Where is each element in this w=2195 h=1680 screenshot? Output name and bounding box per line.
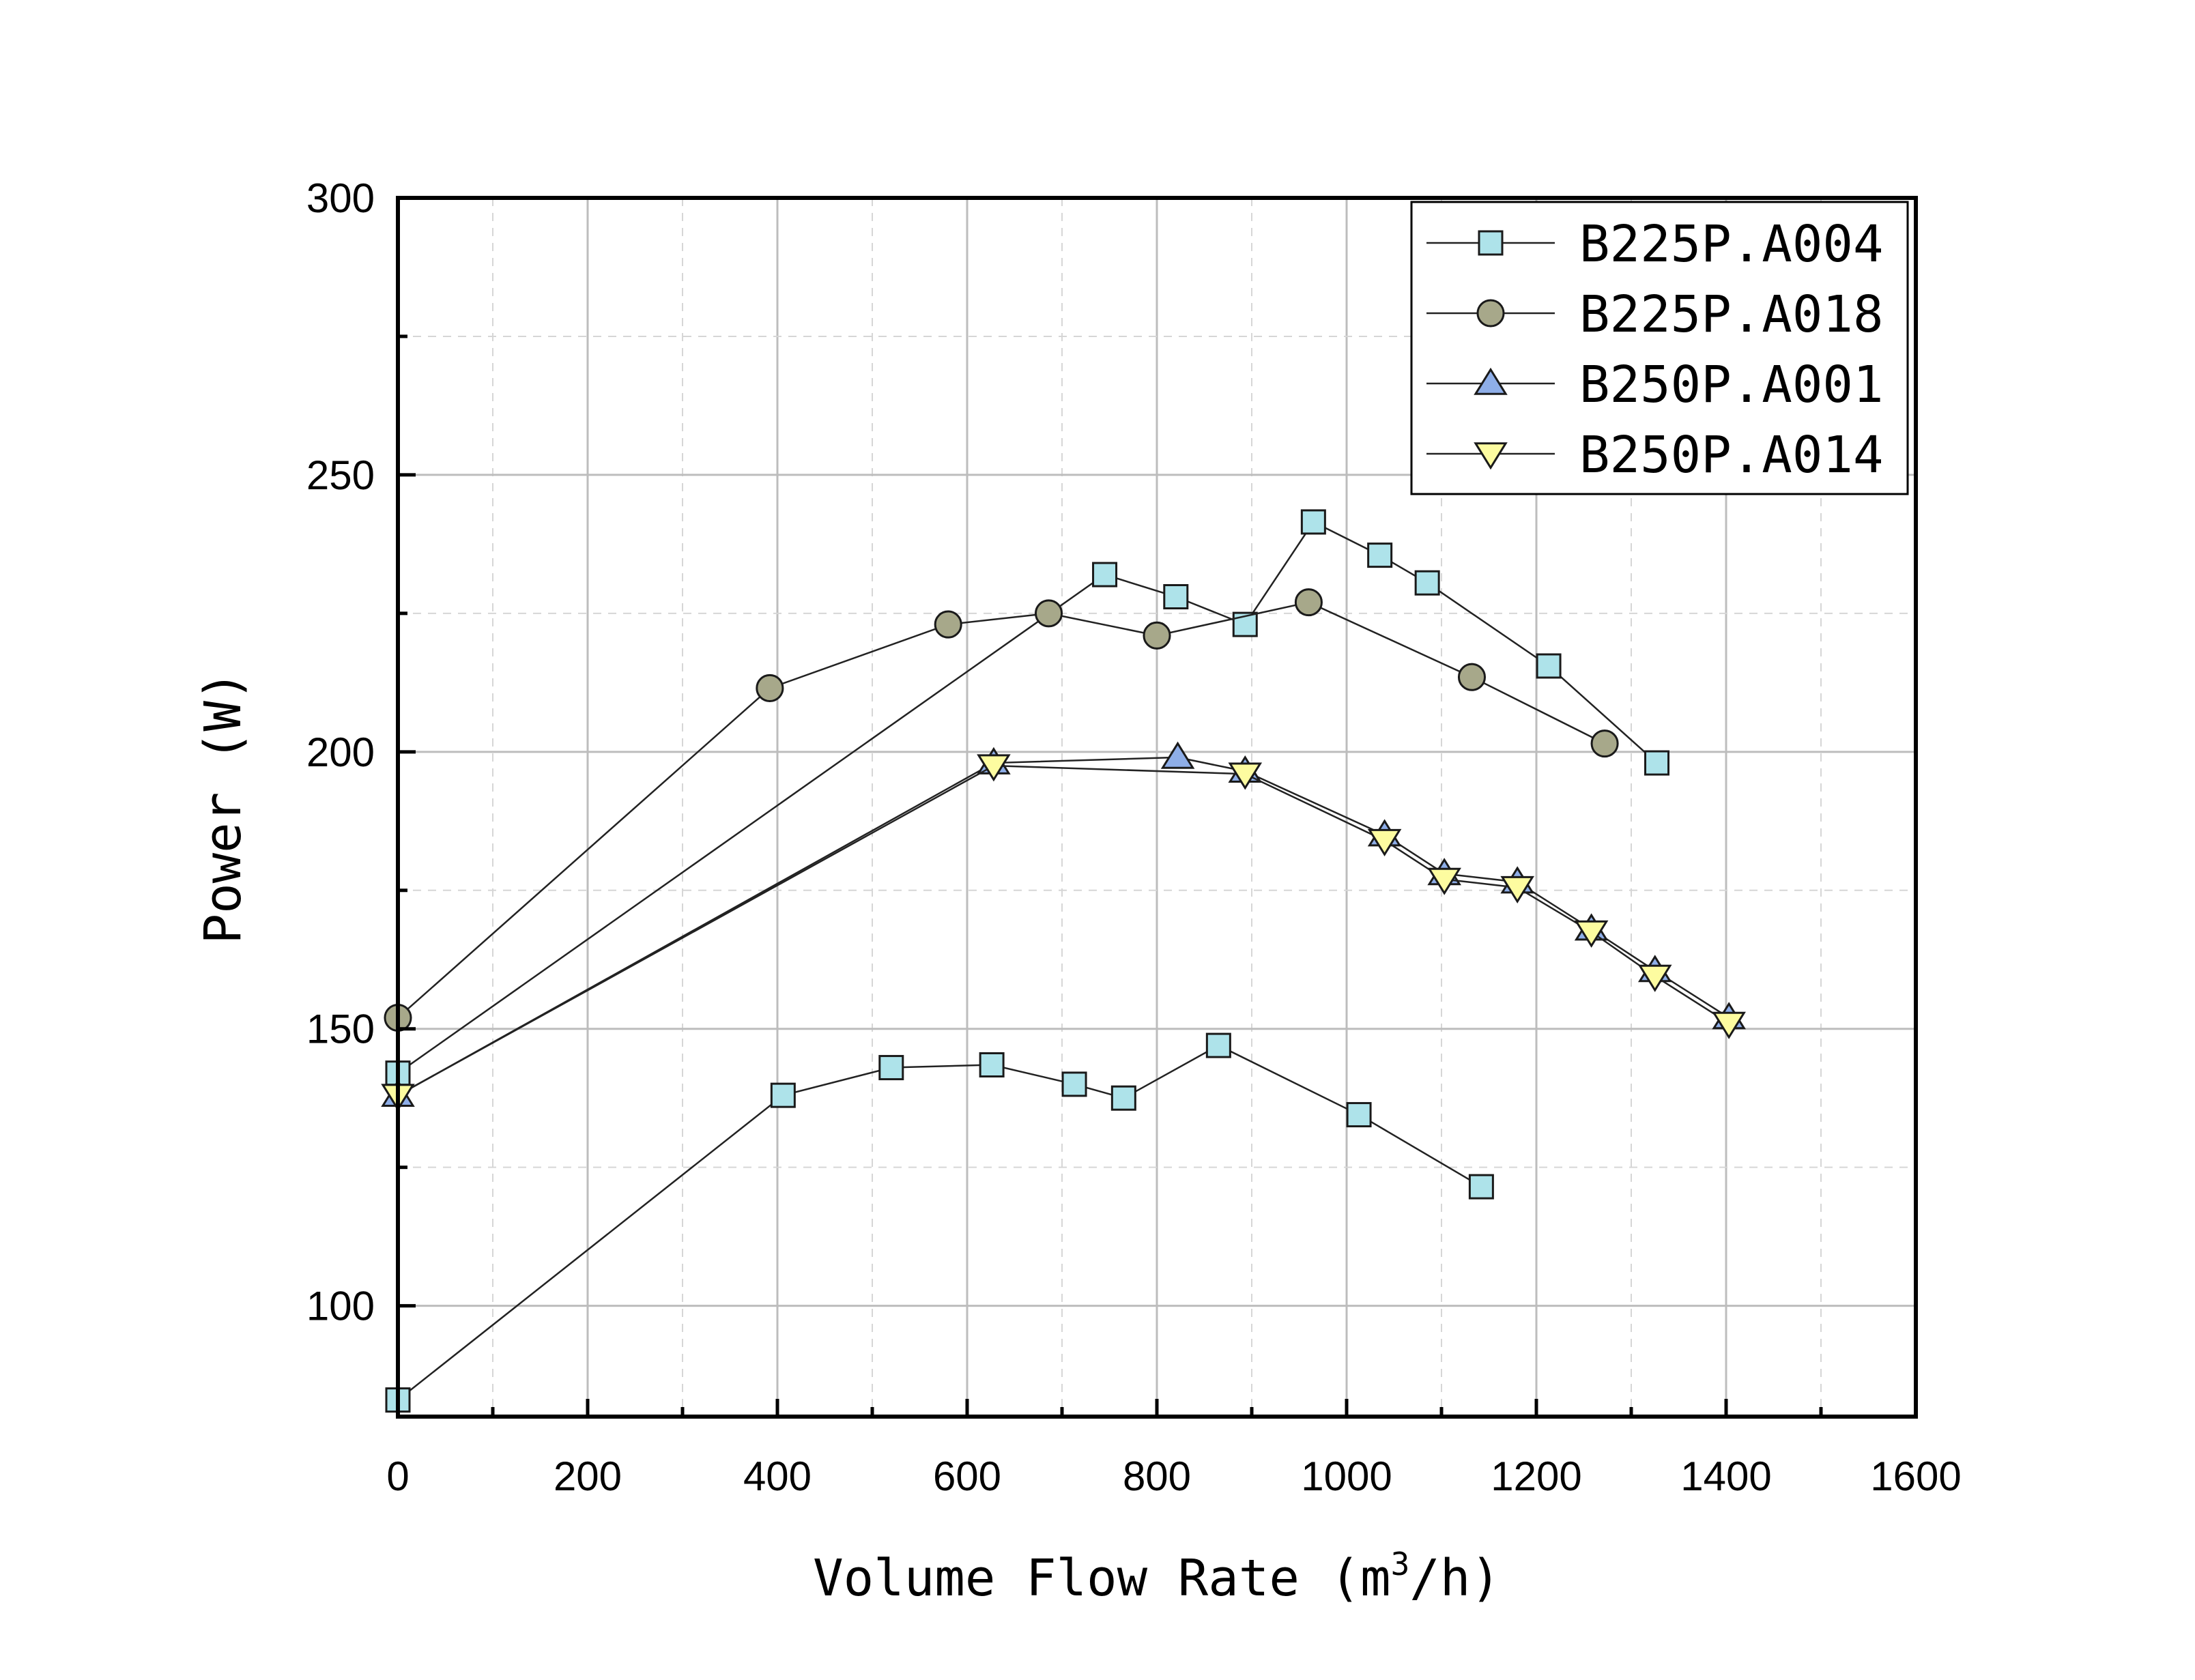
y-tick-label: 200	[306, 729, 375, 775]
data-point	[1061, 1071, 1087, 1097]
data-point	[1035, 599, 1063, 628]
legend-label: B250P.A001	[1579, 356, 1884, 414]
data-point	[1644, 750, 1670, 776]
data-point	[1500, 875, 1534, 903]
legend-marker	[1476, 299, 1505, 328]
x-tick-label: 800	[1123, 1453, 1191, 1499]
data-point	[770, 1082, 796, 1108]
legend-label: B225P.A018	[1579, 285, 1884, 344]
legend-marker	[1478, 230, 1504, 256]
data-point	[1574, 920, 1609, 948]
data-point	[977, 754, 1011, 782]
series-line	[397, 756, 1730, 1097]
x-tick-label: 1400	[1680, 1453, 1771, 1499]
data-point	[1294, 588, 1323, 617]
data-point	[1536, 653, 1562, 679]
data-point	[1346, 1102, 1372, 1128]
series-line	[397, 601, 1605, 1019]
series-b225p-a004	[385, 1032, 1494, 1413]
x-tick-label: 0	[386, 1453, 409, 1499]
x-axis-title-main: Volume Flow Rate (m	[813, 1549, 1390, 1608]
data-point	[1457, 663, 1487, 691]
x-tick-label: 600	[933, 1453, 1001, 1499]
legend-item: B250P.A014	[1426, 426, 1884, 484]
data-point	[1590, 729, 1619, 758]
x-tick-label: 1000	[1301, 1453, 1392, 1499]
data-point	[1300, 509, 1326, 535]
data-point	[1143, 621, 1171, 650]
y-tick-label: 250	[306, 452, 375, 498]
legend-item: B225P.A018	[1426, 285, 1884, 344]
data-point	[1427, 867, 1461, 895]
legend-item: B225P.A004	[1426, 215, 1884, 274]
data-point	[1160, 741, 1195, 769]
legend: B225P.A004 B225P.A018 B250P.A001 B250P.A014	[1410, 201, 1909, 495]
data-point	[1637, 964, 1672, 992]
data-point	[1414, 570, 1440, 596]
x-tick-label: 1200	[1491, 1453, 1581, 1499]
data-point	[1110, 1085, 1136, 1111]
data-point	[1468, 1174, 1494, 1200]
legend-label: B225P.A004	[1579, 215, 1884, 274]
data-point	[979, 1052, 1005, 1077]
y-tick-label: 100	[306, 1284, 375, 1329]
data-point	[878, 1055, 904, 1081]
data-point	[1163, 584, 1189, 610]
x-tick-label: 200	[554, 1453, 622, 1499]
data-point	[1367, 828, 1402, 856]
data-point	[1205, 1032, 1231, 1058]
legend-label: B250P.A014	[1579, 426, 1884, 484]
x-tick-label: 400	[743, 1453, 812, 1499]
axis-ticks: 0 200 400 600 800 1000 1200 1400 1600 100 150 200 25…	[306, 175, 1962, 1499]
x-tick-label: 1600	[1870, 1453, 1961, 1499]
y-tick-label: 300	[306, 175, 375, 221]
x-axis-title-tail: /h)	[1409, 1549, 1501, 1608]
data-point	[934, 610, 962, 639]
data-point	[1367, 542, 1393, 568]
data-point	[1712, 1011, 1746, 1039]
series-layer	[381, 509, 1746, 1413]
y-tick-label: 150	[306, 1006, 375, 1052]
x-axis-title: Volume Flow Rate (m3/h)	[813, 1546, 1501, 1608]
data-point	[1228, 762, 1263, 790]
legend-marker	[1474, 442, 1508, 470]
legend-item: B250P.A001	[1426, 356, 1884, 414]
legend-marker	[1474, 367, 1508, 395]
data-point	[1092, 562, 1118, 588]
y-axis-title: Power (W)	[194, 671, 253, 944]
x-axis-title-superscript: 3	[1391, 1546, 1410, 1582]
data-point	[756, 674, 784, 702]
